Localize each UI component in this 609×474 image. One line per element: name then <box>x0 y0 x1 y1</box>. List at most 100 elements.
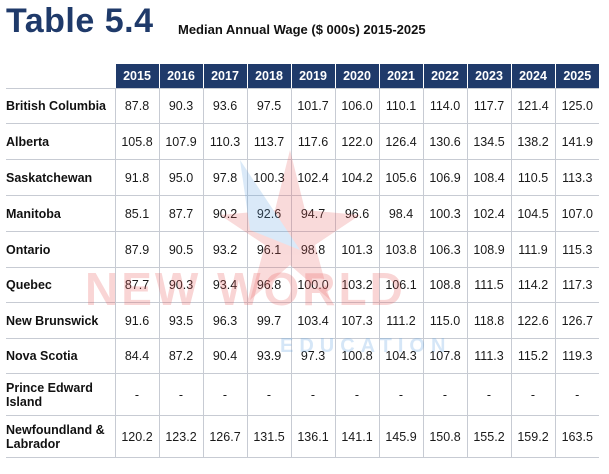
year-header-row: 2015 2016 2017 2018 2019 2020 2021 2022 2023 2024… <box>6 64 599 89</box>
year-header-2025: 2025 <box>554 64 599 89</box>
table-cell: 105.6 <box>378 159 423 196</box>
table-cell: 93.2 <box>202 231 247 268</box>
table-cell: - <box>158 373 203 416</box>
table-row: Ontario 87.9 90.5 93.2 96.1 98.8 101.3 103.8 106… <box>6 231 599 268</box>
table-cell: 126.7 <box>554 302 599 339</box>
table-cell: 100.8 <box>334 338 379 374</box>
table-cell: 91.8 <box>114 159 159 196</box>
table-cell: - <box>290 373 335 416</box>
table-cell: 113.3 <box>554 159 599 196</box>
table-cell: 92.6 <box>246 195 291 232</box>
table-cell: 101.3 <box>334 231 379 268</box>
table-cell: 100.3 <box>422 195 467 232</box>
table-cell: 87.9 <box>114 231 159 268</box>
table-cell: 115.0 <box>422 302 467 339</box>
page-title: Table 5.4 <box>6 2 154 40</box>
table-cell: 96.8 <box>246 267 291 303</box>
table-cell: 159.2 <box>510 415 555 458</box>
table-cell: 91.6 <box>114 302 159 339</box>
table-cell: 117.6 <box>290 123 335 160</box>
table-cell: 102.4 <box>466 195 511 232</box>
table-cell: 87.7 <box>158 195 203 232</box>
table-body: British Columbia 87.8 90.3 93.6 97.5 101.7 106… <box>6 88 599 458</box>
table-cell: 110.3 <box>202 123 247 160</box>
table-cell: 117.3 <box>554 267 599 303</box>
table-row: Alberta 105.8 107.9 110.3 113.7 117.6 122.0 126… <box>6 123 599 160</box>
row-label: Quebec <box>6 267 115 303</box>
table-cell: 97.5 <box>246 88 291 124</box>
table-row: Quebec 87.7 90.3 93.4 96.8 100.0 103.2 106.1 108… <box>6 267 599 303</box>
year-header-2024: 2024 <box>510 64 555 89</box>
table-cell: 107.9 <box>158 123 203 160</box>
table-cell: 111.2 <box>378 302 423 339</box>
table-cell: 90.2 <box>202 195 247 232</box>
table-cell: 131.5 <box>246 415 291 458</box>
table-subtitle: Median Annual Wage ($ 000s) 2015-2025 <box>178 22 426 37</box>
table-cell: 90.3 <box>158 267 203 303</box>
table-cell: 108.8 <box>422 267 467 303</box>
table-cell: 125.0 <box>554 88 599 124</box>
year-header-2015: 2015 <box>114 64 159 89</box>
table-row: New Brunswick 91.6 93.5 96.3 99.7 103.4 107.3 1… <box>6 302 599 339</box>
table-cell: 107.8 <box>422 338 467 374</box>
table-cell: - <box>202 373 247 416</box>
row-label: Prince Edward Island <box>6 373 115 416</box>
table-cell: - <box>422 373 467 416</box>
table-cell: 145.9 <box>378 415 423 458</box>
table-cell: 90.3 <box>158 88 203 124</box>
table-cell: 107.3 <box>334 302 379 339</box>
table-row: Manitoba 85.1 87.7 90.2 92.6 94.7 96.6 98.4 100.… <box>6 195 599 232</box>
table-cell: 99.7 <box>246 302 291 339</box>
row-label: New Brunswick <box>6 302 115 339</box>
year-header-2017: 2017 <box>202 64 247 89</box>
table-cell: 108.9 <box>466 231 511 268</box>
table-cell: 96.6 <box>334 195 379 232</box>
table-cell: 163.5 <box>554 415 599 458</box>
table-cell: 84.4 <box>114 338 159 374</box>
table-cell: 108.4 <box>466 159 511 196</box>
table-cell: - <box>466 373 511 416</box>
table-cell: 110.1 <box>378 88 423 124</box>
table-cell: 98.4 <box>378 195 423 232</box>
table-cell: 100.3 <box>246 159 291 196</box>
table-cell: 126.7 <box>202 415 247 458</box>
table-cell: 120.2 <box>114 415 159 458</box>
table-row: Nova Scotia 84.4 87.2 90.4 93.9 97.3 100.8 104.… <box>6 338 599 374</box>
row-label: Nova Scotia <box>6 338 115 374</box>
table-cell: 121.4 <box>510 88 555 124</box>
table-cell: 106.1 <box>378 267 423 303</box>
table-cell: 111.9 <box>510 231 555 268</box>
table-cell: 95.0 <box>158 159 203 196</box>
table-cell: 93.9 <box>246 338 291 374</box>
table-cell: - <box>246 373 291 416</box>
table-cell: 101.7 <box>290 88 335 124</box>
table-cell: 93.5 <box>158 302 203 339</box>
table-row: Prince Edward Island - - - - - - - - - - - <box>6 373 599 416</box>
table-row: Newfoundland & Labrador 120.2 123.2 126.7 13… <box>6 415 599 458</box>
row-label: Ontario <box>6 231 115 268</box>
row-label: Alberta <box>6 123 115 160</box>
table-cell: 93.4 <box>202 267 247 303</box>
row-label: British Columbia <box>6 88 115 124</box>
table-cell: 136.1 <box>290 415 335 458</box>
table-cell: 123.2 <box>158 415 203 458</box>
table-cell: 103.8 <box>378 231 423 268</box>
table-cell: 93.6 <box>202 88 247 124</box>
year-header-2019: 2019 <box>290 64 335 89</box>
header-corner <box>6 64 115 89</box>
table-cell: 106.0 <box>334 88 379 124</box>
table-cell: 87.2 <box>158 338 203 374</box>
table-cell: 114.0 <box>422 88 467 124</box>
year-header-2016: 2016 <box>158 64 203 89</box>
table-cell: 102.4 <box>290 159 335 196</box>
table-cell: 103.4 <box>290 302 335 339</box>
table-cell: 114.2 <box>510 267 555 303</box>
row-label: Saskatchewan <box>6 159 115 196</box>
table-cell: - <box>334 373 379 416</box>
table-cell: 126.4 <box>378 123 423 160</box>
year-header-2018: 2018 <box>246 64 291 89</box>
year-header-2023: 2023 <box>466 64 511 89</box>
table-cell: 110.5 <box>510 159 555 196</box>
table-cell: 115.2 <box>510 338 555 374</box>
table-cell: 90.4 <box>202 338 247 374</box>
